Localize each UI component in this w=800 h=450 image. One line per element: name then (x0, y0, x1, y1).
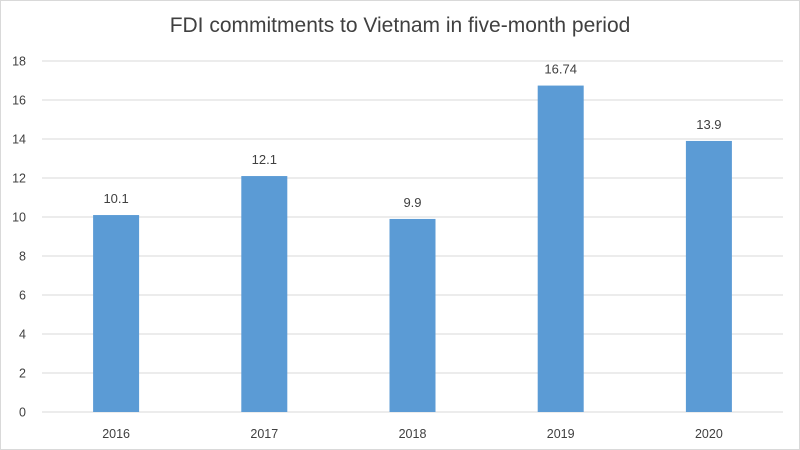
data-labels: 10.1 12.1 9.9 16.74 13.9 (103, 62, 721, 210)
y-tick-label: 4 (19, 328, 26, 342)
x-tick-label: 2016 (102, 427, 130, 441)
x-tick-label: 2019 (547, 427, 575, 441)
axes: 0 2 4 6 8 10 12 14 16 18 2016 2017 2018 2019 2020 (12, 55, 723, 442)
y-tick-label: 6 (19, 289, 26, 303)
chart-title: FDI commitments to Vietnam in five-month… (169, 14, 631, 37)
y-tick-label: 18 (12, 55, 26, 69)
data-label: 10.1 (103, 191, 128, 206)
x-tick-label: 2017 (250, 427, 278, 441)
bar (537, 85, 584, 412)
data-label: 12.1 (252, 152, 277, 167)
bar (389, 218, 436, 412)
y-tick-label: 2 (19, 367, 26, 381)
x-tick-label: 2020 (695, 427, 723, 441)
bar (241, 176, 288, 412)
bar (685, 140, 732, 412)
data-label: 13.9 (696, 117, 721, 132)
y-tick-label: 8 (19, 250, 26, 264)
y-tick-label: 14 (12, 133, 26, 147)
y-tick-label: 16 (12, 94, 26, 108)
data-label: 16.74 (544, 62, 577, 77)
bar (93, 215, 140, 412)
y-tick-label: 0 (19, 406, 26, 420)
data-label: 9.9 (403, 195, 421, 210)
y-tick-label: 12 (12, 172, 26, 186)
bars (93, 85, 732, 412)
x-tick-label: 2018 (399, 427, 427, 441)
y-tick-label: 10 (12, 211, 26, 225)
